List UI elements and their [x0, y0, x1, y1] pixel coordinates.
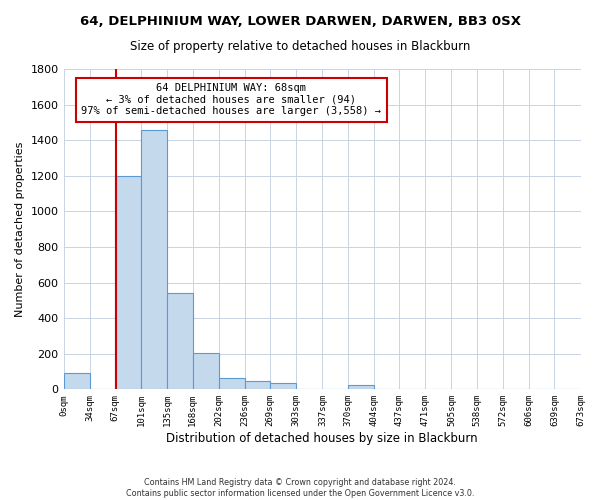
Bar: [115, 176, 141, 390]
Y-axis label: Number of detached properties: Number of detached properties: [15, 142, 25, 317]
Bar: [193, 353, 219, 390]
Bar: [270, 384, 296, 390]
Bar: [167, 293, 193, 390]
Bar: [348, 385, 374, 390]
Bar: [219, 378, 245, 390]
Text: Size of property relative to detached houses in Blackburn: Size of property relative to detached ho…: [130, 40, 470, 53]
Bar: [141, 130, 167, 390]
X-axis label: Distribution of detached houses by size in Blackburn: Distribution of detached houses by size …: [166, 432, 478, 445]
Text: 64 DELPHINIUM WAY: 68sqm
← 3% of detached houses are smaller (94)
97% of semi-de: 64 DELPHINIUM WAY: 68sqm ← 3% of detache…: [82, 83, 382, 116]
Text: 64, DELPHINIUM WAY, LOWER DARWEN, DARWEN, BB3 0SX: 64, DELPHINIUM WAY, LOWER DARWEN, DARWEN…: [79, 15, 521, 28]
Bar: [64, 374, 89, 390]
Text: Contains HM Land Registry data © Crown copyright and database right 2024.
Contai: Contains HM Land Registry data © Crown c…: [126, 478, 474, 498]
Bar: [245, 381, 270, 390]
